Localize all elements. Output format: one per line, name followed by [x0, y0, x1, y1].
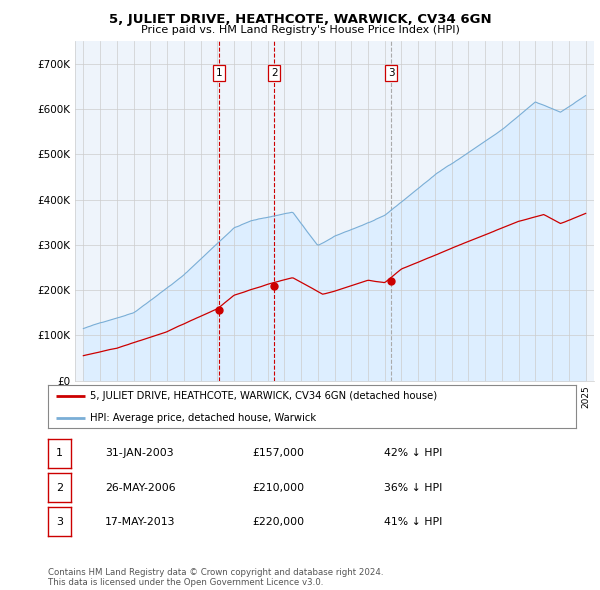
Text: Price paid vs. HM Land Registry's House Price Index (HPI): Price paid vs. HM Land Registry's House … — [140, 25, 460, 35]
Text: 26-MAY-2006: 26-MAY-2006 — [105, 483, 176, 493]
Text: 2: 2 — [271, 68, 278, 78]
Text: 1: 1 — [215, 68, 222, 78]
Text: 42% ↓ HPI: 42% ↓ HPI — [384, 448, 442, 458]
Text: 5, JULIET DRIVE, HEATHCOTE, WARWICK, CV34 6GN (detached house): 5, JULIET DRIVE, HEATHCOTE, WARWICK, CV3… — [90, 391, 437, 401]
Text: £157,000: £157,000 — [252, 448, 304, 458]
Text: 17-MAY-2013: 17-MAY-2013 — [105, 517, 176, 527]
Text: 31-JAN-2003: 31-JAN-2003 — [105, 448, 173, 458]
Text: £220,000: £220,000 — [252, 517, 304, 527]
Text: 2: 2 — [56, 483, 63, 493]
Text: Contains HM Land Registry data © Crown copyright and database right 2024.
This d: Contains HM Land Registry data © Crown c… — [48, 568, 383, 587]
Text: 1: 1 — [56, 448, 63, 458]
Text: 5, JULIET DRIVE, HEATHCOTE, WARWICK, CV34 6GN: 5, JULIET DRIVE, HEATHCOTE, WARWICK, CV3… — [109, 13, 491, 26]
Text: 3: 3 — [388, 68, 394, 78]
Text: 3: 3 — [56, 517, 63, 527]
Text: £210,000: £210,000 — [252, 483, 304, 493]
Text: 36% ↓ HPI: 36% ↓ HPI — [384, 483, 442, 493]
Text: 41% ↓ HPI: 41% ↓ HPI — [384, 517, 442, 527]
Text: HPI: Average price, detached house, Warwick: HPI: Average price, detached house, Warw… — [90, 413, 316, 423]
